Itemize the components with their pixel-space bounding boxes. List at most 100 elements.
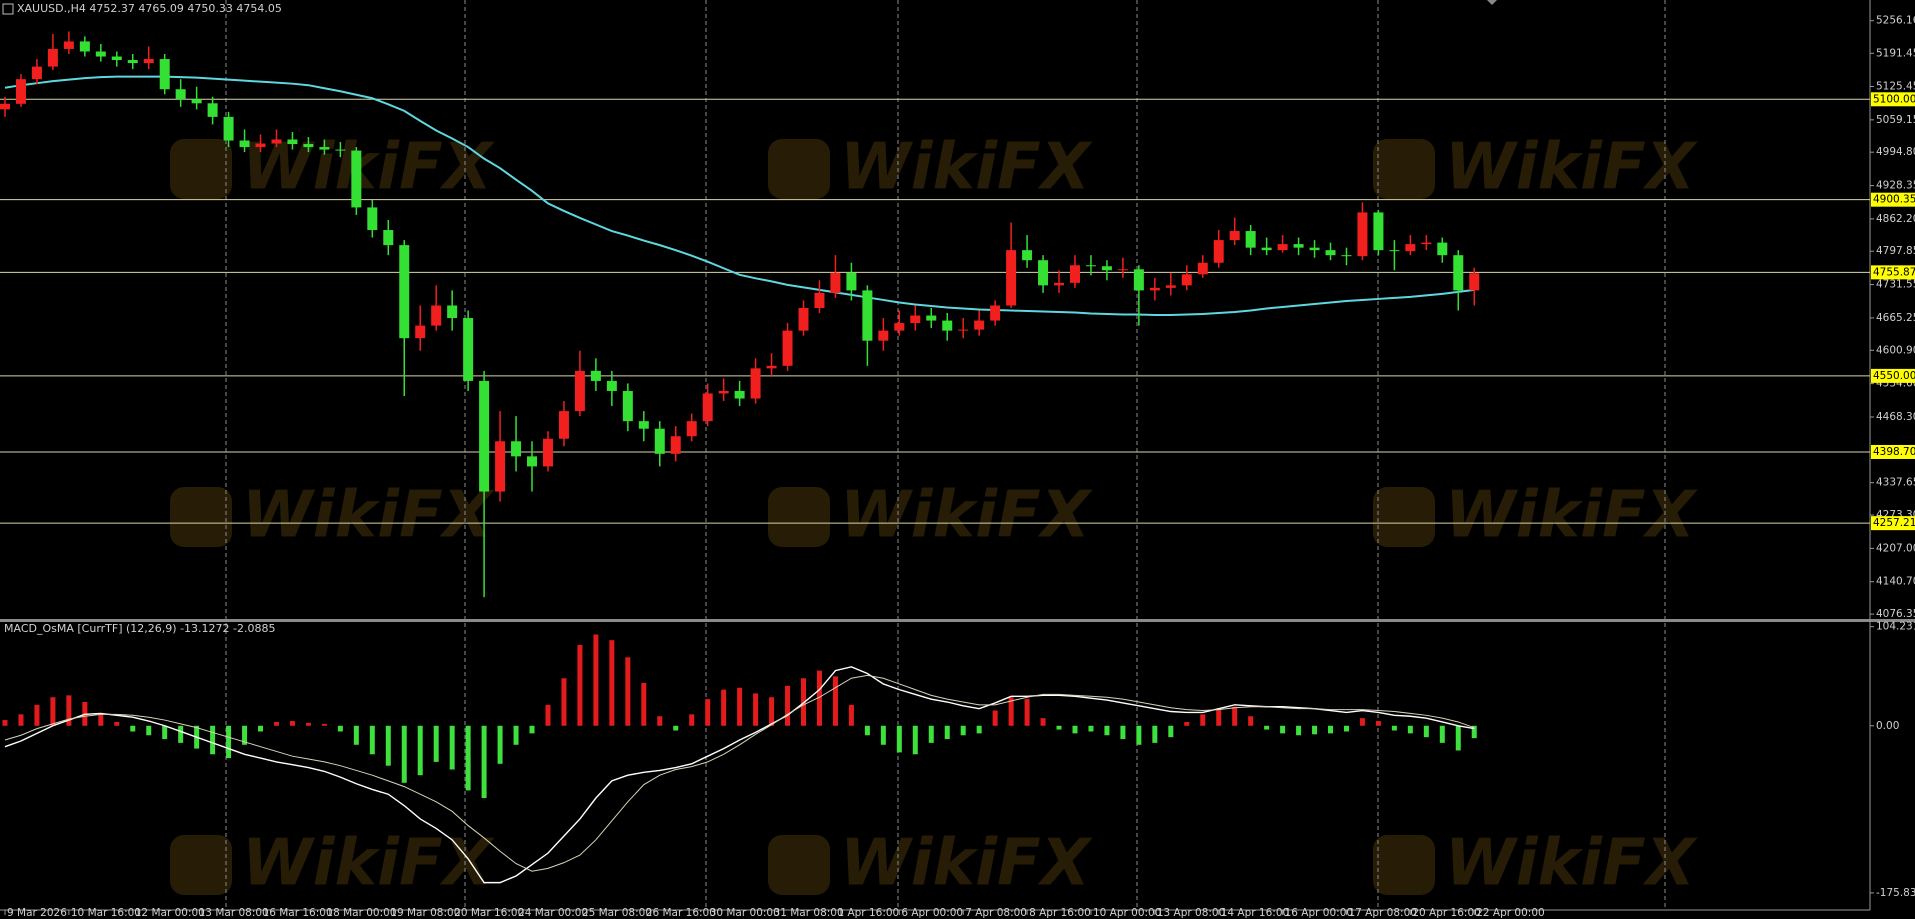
level-label-bg bbox=[1871, 265, 1915, 280]
candle-body bbox=[862, 290, 873, 341]
watermark-text: WikiFX bbox=[242, 479, 495, 553]
candle-body bbox=[1149, 287, 1160, 291]
candle-body bbox=[1085, 265, 1096, 267]
candle-body bbox=[814, 292, 825, 308]
histogram-bar bbox=[1056, 725, 1062, 730]
y-tick-label: 4928.35 bbox=[1876, 180, 1915, 192]
y-tick-label: 5059.15 bbox=[1876, 114, 1915, 126]
histogram-bar bbox=[801, 678, 806, 726]
shift-marker bbox=[1487, 0, 1497, 5]
candle-body bbox=[750, 368, 761, 399]
watermark-logo bbox=[1373, 139, 1435, 199]
candle-body bbox=[638, 421, 649, 429]
y-tick-label: 4862.20 bbox=[1876, 213, 1915, 225]
histogram-bar bbox=[497, 725, 503, 764]
histogram-bar bbox=[321, 723, 327, 726]
y-tick-label: 0.00 bbox=[1876, 720, 1899, 732]
watermark-logo bbox=[768, 487, 830, 547]
histogram-bar bbox=[1248, 716, 1254, 726]
candle-body bbox=[367, 207, 378, 231]
histogram-bar bbox=[753, 693, 759, 726]
x-tick-label: 30 Mar 00:00 bbox=[710, 907, 780, 919]
candle-body bbox=[431, 305, 442, 326]
histogram-bar bbox=[769, 697, 775, 726]
histogram-bar bbox=[705, 699, 711, 726]
candle-body bbox=[127, 60, 138, 64]
histogram-bar bbox=[289, 721, 295, 726]
watermark-text: WikiFX bbox=[1445, 131, 1698, 205]
x-tick-label: 18 Mar 00:00 bbox=[326, 907, 396, 919]
watermark-logo bbox=[768, 139, 830, 199]
candle-body bbox=[79, 41, 90, 52]
histogram-bar bbox=[593, 634, 599, 726]
candle-body bbox=[399, 245, 410, 339]
candle-body bbox=[415, 325, 426, 339]
candle-body bbox=[1213, 240, 1224, 263]
candle-body bbox=[447, 305, 458, 319]
x-tick-label: 8 Apr 16:00 bbox=[1029, 907, 1091, 919]
candle-body bbox=[622, 390, 633, 422]
x-tick-label: 25 Mar 08:00 bbox=[582, 907, 652, 919]
histogram-bar bbox=[1120, 725, 1126, 740]
x-tick-label: 13 Mar 08:00 bbox=[199, 907, 269, 919]
candle-body bbox=[1245, 231, 1256, 248]
x-tick-label: 7 Apr 08:00 bbox=[965, 907, 1027, 919]
histogram-bar bbox=[18, 714, 24, 726]
candle-body bbox=[463, 318, 474, 381]
y-tick-label: 5256.16 bbox=[1876, 15, 1915, 27]
candle-body bbox=[1069, 265, 1080, 283]
candle-body bbox=[1054, 282, 1065, 286]
candle-body bbox=[1357, 212, 1368, 257]
histogram-bar bbox=[417, 725, 423, 776]
histogram-bar bbox=[912, 725, 918, 755]
watermark-text: WikiFX bbox=[840, 479, 1093, 553]
histogram-bar bbox=[1407, 725, 1413, 734]
candle-body bbox=[335, 149, 346, 151]
x-tick-label: 17 Apr 08:00 bbox=[1348, 907, 1416, 919]
histogram-bar bbox=[1024, 699, 1030, 726]
level-label: 4398.70 bbox=[1873, 446, 1915, 458]
candle-body bbox=[1117, 269, 1128, 271]
histogram-bar bbox=[1328, 725, 1334, 734]
candle-body bbox=[846, 272, 857, 291]
watermarks: WikiFX WikiFX WikiFX WikiFX WikiFX WikiFX Wiki… bbox=[170, 131, 1698, 901]
candle-body bbox=[31, 66, 42, 80]
candle-body bbox=[1133, 269, 1144, 291]
candle-body bbox=[111, 56, 122, 61]
candle-body bbox=[1405, 244, 1416, 252]
histogram-bar bbox=[1184, 721, 1190, 726]
candle-body bbox=[1437, 242, 1448, 256]
histogram-bar bbox=[689, 714, 695, 726]
indicator-line bbox=[4, 666, 1475, 884]
histogram-bar bbox=[178, 725, 184, 743]
y-tick-label: 4600.90 bbox=[1876, 344, 1915, 356]
histogram-bar bbox=[1168, 725, 1174, 738]
histogram-bar bbox=[1200, 714, 1206, 726]
candle-body bbox=[511, 441, 522, 457]
y-tick-label: 104.231 bbox=[1876, 621, 1915, 633]
candle-body bbox=[95, 51, 106, 57]
histogram-bar bbox=[529, 725, 535, 734]
x-tick-label: 12 Mar 00:00 bbox=[135, 907, 205, 919]
candle-body bbox=[590, 370, 601, 381]
indicator-header: MACD_OsMA [CurrTF] (12,26,9) -13.1272 -2… bbox=[4, 622, 275, 635]
histogram-bar bbox=[832, 676, 838, 726]
candle-body bbox=[1229, 231, 1240, 241]
histogram-bar bbox=[481, 725, 487, 799]
x-tick-label: 26 Mar 16:00 bbox=[646, 907, 716, 919]
candle-body bbox=[766, 365, 777, 369]
x-tick-label: 20 Mar 16:00 bbox=[454, 907, 524, 919]
y-tick-label: 4665.25 bbox=[1876, 312, 1915, 324]
histogram-bar bbox=[864, 725, 870, 736]
histogram-bar bbox=[816, 670, 822, 726]
y-tick-label: 5125.45 bbox=[1876, 80, 1915, 92]
histogram-bar bbox=[1216, 708, 1222, 726]
candle-body bbox=[223, 116, 234, 141]
histogram-bar bbox=[1312, 725, 1318, 735]
candle-body bbox=[1165, 285, 1176, 288]
candle-body bbox=[718, 390, 729, 394]
y-tick-label: 4994.80 bbox=[1876, 146, 1915, 158]
x-tick-label: 16 Mar 16:00 bbox=[263, 907, 333, 919]
moving-average bbox=[4, 75, 1475, 317]
